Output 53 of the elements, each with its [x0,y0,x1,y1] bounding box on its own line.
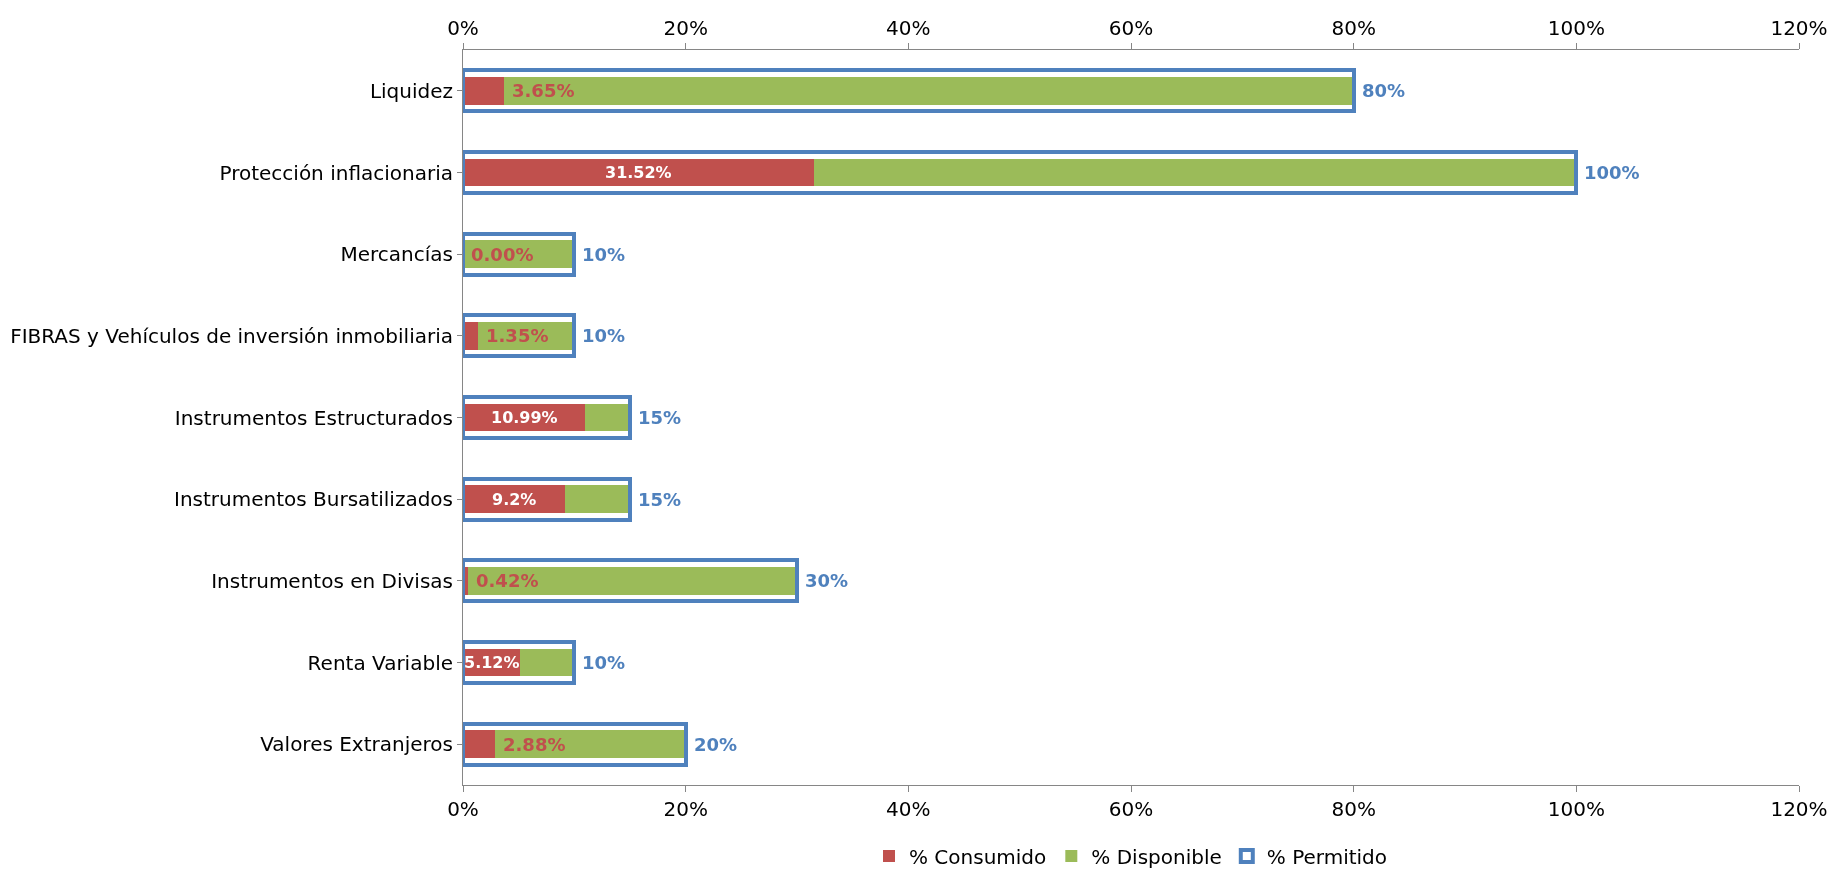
data-label: 15% [638,489,682,510]
legend-label: % Consumido [909,844,1047,869]
data-label: 100% [1584,162,1640,183]
y-tick-label: Liquidez [369,78,453,103]
bar [585,403,630,432]
data-label: 80% [1362,80,1406,101]
y-tick-label: Instrumentos Estructurados [174,405,453,430]
bar [463,158,814,187]
bar [813,158,1577,187]
x-tick-label: 60% [1108,16,1154,40]
y-tick-label: Valores Extranjeros [260,732,453,757]
data-label: 10% [582,652,626,673]
data-label: 10% [582,244,626,265]
bar [495,730,686,759]
bar [503,76,1354,105]
x2-tick-label: 80% [1331,797,1376,821]
data-label: 3.65% [512,80,575,101]
data-label: 0.42% [476,570,539,591]
data-label: 15% [638,407,682,428]
x2-tick-label: 40% [886,797,931,821]
x-tick-label: 120% [1770,16,1828,40]
x-tick-label: 100% [1547,16,1605,40]
data-label: 2.88% [503,734,566,755]
bar [520,648,575,677]
x2-tick-label: 120% [1770,797,1828,821]
data-label: 1.35% [486,325,549,346]
y-tick-label: Instrumentos Bursatilizados [174,487,453,512]
x-tick-label: 40% [886,16,931,40]
x2-tick-label: 0% [447,797,479,821]
x-tick-label: 20% [663,16,708,40]
x2-tick-label: 100% [1547,797,1605,821]
legend-label: % Disponible [1091,844,1222,869]
x-tick-label: 80% [1331,16,1376,40]
y-tick-label: Protección inflacionaria [219,160,453,185]
x2-tick-label: 60% [1108,797,1154,821]
x-tick-label: 0% [447,16,479,40]
bar [463,76,504,105]
y-tick-label: FIBRAS y Vehículos de inversión inmobiliaria [10,323,453,348]
data-label: 31.52% [605,163,672,182]
data-label: 9.2% [492,490,537,509]
data-label: 5.12% [464,653,520,672]
data-label: 10% [582,325,626,346]
legend-label: % Permitido [1266,844,1388,869]
data-label: 10.99% [491,408,558,427]
bar [463,730,496,759]
y-tick-label: Instrumentos en Divisas [211,568,453,593]
data-label: 30% [805,570,849,591]
data-label: 0.00% [471,244,534,265]
x2-tick-label: 20% [663,797,708,821]
bar [565,485,630,514]
y-tick-label: Renta Variable [307,650,453,675]
data-label: 20% [694,734,738,755]
y-tick-label: Mercancías [340,242,453,267]
